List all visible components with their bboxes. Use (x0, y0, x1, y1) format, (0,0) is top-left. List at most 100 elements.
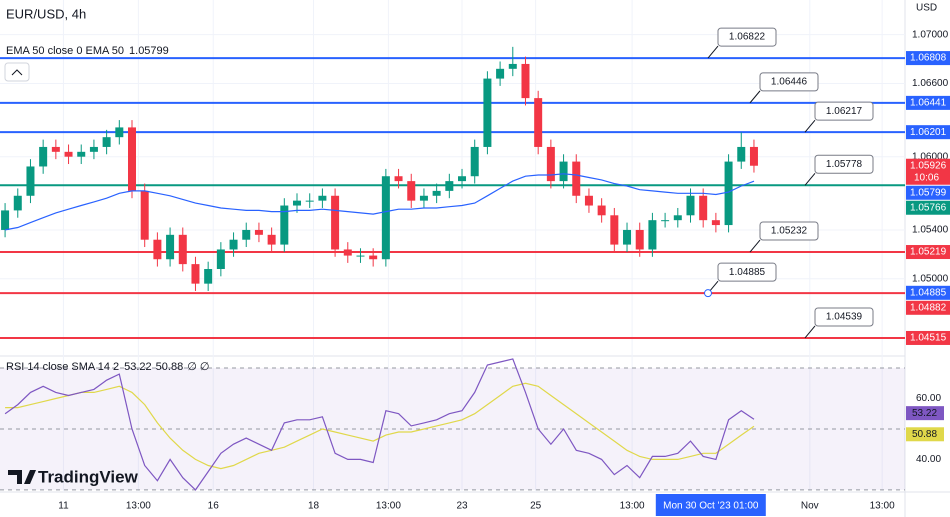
price-badge (906, 95, 950, 110)
price-badge (906, 125, 950, 140)
callout-box (759, 72, 819, 92)
callout-box (814, 154, 874, 174)
price-badge (906, 185, 950, 200)
price-tick-label: 1.06000 (912, 151, 949, 162)
price-badge (906, 51, 950, 66)
callout-box (759, 221, 819, 241)
rsi-badge (906, 406, 944, 421)
candle-body (267, 234, 276, 245)
collapse-button[interactable] (4, 62, 30, 82)
candle-body (407, 181, 416, 201)
candle-body (13, 195, 22, 211)
candle-body (572, 161, 581, 196)
ema-line (4, 173, 755, 231)
time-tick-label: 13:00 (126, 501, 151, 512)
candle-body (26, 166, 35, 196)
candle-body (610, 215, 619, 245)
price-badge (906, 245, 950, 260)
candle-body (115, 127, 124, 138)
countdown: 10:06 (914, 172, 939, 183)
candle-body (369, 255, 378, 260)
callout-label: 1.04885 (729, 267, 766, 278)
callout-label: 1.04539 (826, 312, 863, 323)
ema-legend: EMA 50 close 0 EMA 50 (6, 45, 124, 57)
callout-leader (804, 172, 816, 186)
candle-body (242, 229, 251, 240)
candle-body (204, 269, 213, 284)
currency: USD (916, 3, 937, 14)
rsi-badge-label: 50.88 (912, 429, 937, 440)
candle-body (191, 264, 200, 284)
candle-body (597, 205, 606, 216)
price-badge-label: 1.06441 (910, 98, 947, 109)
candle-body (458, 176, 467, 182)
candle-body (305, 200, 314, 202)
candle-body (737, 146, 746, 162)
callout-label: 1.06822 (729, 32, 766, 43)
price-tick-label: 1.05400 (912, 225, 949, 236)
price-badge-label: 1.04885 (910, 287, 947, 298)
candle-body (280, 205, 289, 245)
price-tick-label: 1.06600 (912, 78, 949, 89)
time-tick-label: 23 (456, 501, 468, 512)
callout-label: 1.06446 (771, 77, 808, 88)
price-badge-label: 1.04515 (910, 333, 947, 344)
price-badge-label: 1.05926 (910, 160, 947, 171)
rsi-legend: RSI 14 close SMA 14 2 (6, 361, 119, 373)
callout-box (717, 27, 777, 47)
rsi-badge (906, 427, 944, 442)
logo: TradingView (8, 467, 139, 486)
callout-box (717, 262, 777, 282)
candle-body (584, 195, 593, 206)
candle-body (419, 195, 428, 201)
rsi-legend-value: 53.22 (124, 361, 152, 373)
candle-body (128, 127, 137, 191)
candle-body (483, 78, 492, 147)
price-badge-label: 1.06808 (910, 53, 947, 64)
time-tick-label: 13:00 (620, 501, 645, 512)
rsi-sma-legend-value: 50.88 (156, 361, 184, 373)
candle-body (521, 63, 530, 99)
callout-leader (804, 325, 816, 339)
callout-box (814, 101, 874, 121)
time-tick-label: 13:00 (870, 501, 895, 512)
callout-leader (707, 45, 719, 59)
candle-body (331, 195, 340, 250)
candle-body (153, 239, 162, 260)
callout-box (814, 307, 874, 327)
axes: 1.07000 1.06600 1.06000 1.05400 1.05000 11 13:… (58, 29, 950, 516)
callout-label: 1.06217 (826, 106, 863, 117)
price-tick-label: 1.07000 (912, 29, 949, 40)
candle-body (648, 220, 657, 250)
ema-legend-value: 1.05799 (129, 45, 169, 57)
candle-body (89, 146, 98, 152)
candle-body (508, 63, 517, 69)
candle-body (318, 195, 327, 201)
price-badge (906, 200, 950, 215)
time-tick-label: 11 (58, 501, 69, 512)
price-badge (906, 158, 950, 185)
price-badge-label: 1.05799 (910, 187, 947, 198)
price-badge-label: 1.04882 (910, 302, 947, 313)
candle-body (77, 151, 86, 157)
candle-body (216, 249, 225, 269)
time-tick-label: 25 (530, 501, 542, 512)
candle-body (381, 176, 390, 260)
price-badge (906, 300, 950, 315)
candle-body (394, 176, 403, 182)
collapse-icon (11, 69, 23, 76)
main-pane: 1.06822 1.06446 1.06217 1.05778 1.05232 1.048… (0, 27, 905, 339)
crosshair-badge (655, 494, 766, 516)
candle-body (356, 255, 365, 257)
candle-body (559, 161, 568, 182)
candle-body (140, 190, 149, 240)
time-tick-label: 18 (308, 501, 320, 512)
candle-body (724, 161, 733, 226)
logo-icon (8, 470, 36, 484)
grid (0, 0, 905, 492)
time-tick-label: Nov (801, 501, 819, 512)
callout-leader (749, 90, 761, 104)
candle-body (699, 195, 708, 221)
candle-body (39, 146, 48, 167)
